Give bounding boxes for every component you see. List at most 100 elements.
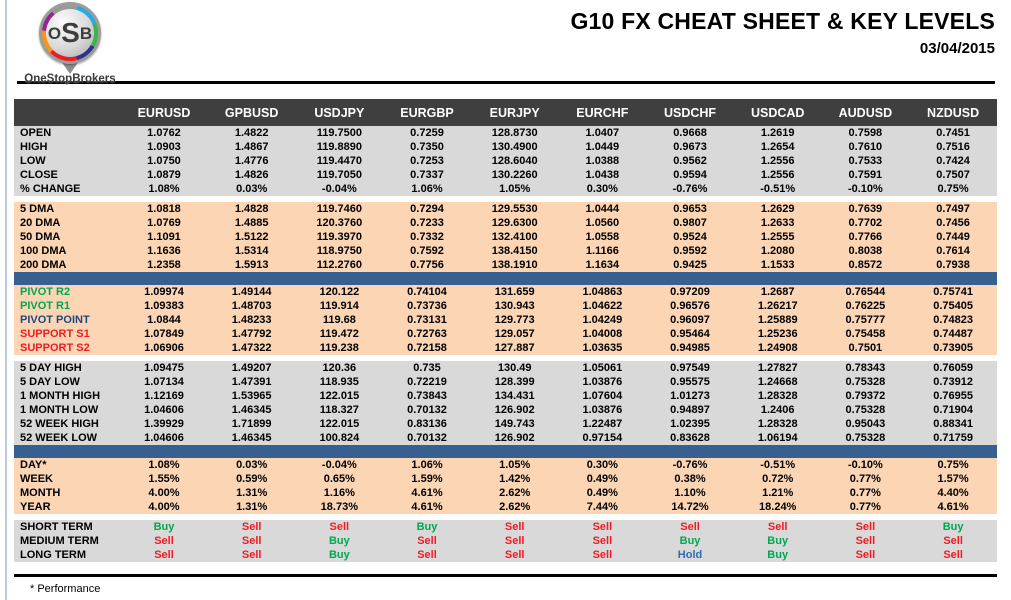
value-cell: 1.1636 bbox=[120, 244, 208, 258]
col-header-eurchf: EURCHF bbox=[558, 99, 647, 126]
value-cell: 0.8038 bbox=[821, 244, 910, 258]
row-label: 100 DMA bbox=[14, 244, 121, 258]
value-cell: 0.7756 bbox=[383, 258, 471, 272]
row-label: 50 DMA bbox=[14, 230, 121, 244]
value-cell: 0.7610 bbox=[821, 140, 910, 154]
value-cell: 4.61% bbox=[909, 500, 997, 514]
value-cell: -0.76% bbox=[646, 458, 734, 472]
signal-cell: Sell bbox=[295, 520, 384, 534]
row-label: SHORT TERM bbox=[14, 520, 121, 534]
value-cell: 0.72219 bbox=[383, 375, 471, 389]
value-cell: 1.05% bbox=[470, 182, 559, 196]
value-cell: 1.12169 bbox=[120, 389, 208, 403]
value-cell: 130.4900 bbox=[470, 140, 559, 154]
value-cell: 1.1533 bbox=[733, 258, 822, 272]
value-cell: 132.4100 bbox=[470, 230, 559, 244]
value-cell: 1.09475 bbox=[120, 361, 208, 375]
value-cell: 0.95464 bbox=[646, 327, 734, 341]
performance-row: MONTH 4.00% 1.31% 1.16% 4.61% 2.62% 0.49% 1.10%… bbox=[14, 486, 997, 500]
col-header-usdcad: USDCAD bbox=[733, 99, 822, 126]
value-cell: -0.04% bbox=[295, 182, 384, 196]
value-cell: 0.72763 bbox=[383, 327, 471, 341]
value-cell: 0.9807 bbox=[646, 216, 734, 230]
value-cell: 0.65% bbox=[295, 472, 384, 486]
value-cell: 1.0903 bbox=[120, 140, 208, 154]
blue-divider-bar bbox=[14, 272, 997, 285]
value-cell: 129.5530 bbox=[470, 202, 559, 216]
performance-row: YEAR 4.00% 1.31% 18.73% 4.61% 2.62% 7.44% 14.72… bbox=[14, 500, 997, 514]
value-cell: 0.7592 bbox=[383, 244, 471, 258]
signal-cell: Buy bbox=[295, 548, 384, 562]
value-cell: 1.06906 bbox=[120, 341, 208, 355]
col-header-usdchf: USDCHF bbox=[646, 99, 734, 126]
value-cell: 0.03% bbox=[207, 458, 296, 472]
row-label: 200 DMA bbox=[14, 258, 121, 272]
value-cell: 1.2633 bbox=[733, 216, 822, 230]
value-cell: 0.75458 bbox=[821, 327, 910, 341]
value-cell: 0.94897 bbox=[646, 403, 734, 417]
row-label: 52 WEEK LOW bbox=[14, 431, 121, 445]
value-cell: 1.0407 bbox=[558, 126, 647, 140]
value-cell: 0.9653 bbox=[646, 202, 734, 216]
signals-row: SHORT TERM Buy Sell Sell Buy Sell Sell Sell Sell… bbox=[14, 520, 997, 534]
value-cell: 119.472 bbox=[295, 327, 384, 341]
signal-cell: Sell bbox=[383, 548, 471, 562]
logo-pin-tip-icon bbox=[61, 61, 79, 74]
value-cell: 0.75% bbox=[909, 458, 997, 472]
value-cell: 126.902 bbox=[470, 403, 559, 417]
blue-divider-bar-cell bbox=[14, 445, 997, 458]
performance-row: WEEK 1.55% 0.59% 0.65% 1.59% 1.42% 0.49% 0.38% 0… bbox=[14, 472, 997, 486]
pivots-row: PIVOT POINT 1.0844 1.48233 119.68 0.73131 129… bbox=[14, 313, 997, 327]
value-cell: 122.015 bbox=[295, 417, 384, 431]
value-cell: 18.24% bbox=[733, 500, 822, 514]
value-cell: 0.95043 bbox=[821, 417, 910, 431]
corner-cell bbox=[14, 99, 121, 126]
row-label: 5 DAY LOW bbox=[14, 375, 121, 389]
value-cell: 1.03876 bbox=[558, 375, 647, 389]
value-cell: 118.935 bbox=[295, 375, 384, 389]
value-cell: 0.71904 bbox=[909, 403, 997, 417]
value-cell: 1.24668 bbox=[733, 375, 822, 389]
value-cell: 0.7253 bbox=[383, 154, 471, 168]
value-cell: 1.05% bbox=[470, 458, 559, 472]
value-cell: 1.49207 bbox=[207, 361, 296, 375]
value-cell: 0.97549 bbox=[646, 361, 734, 375]
value-cell: 0.76955 bbox=[909, 389, 997, 403]
value-cell: 120.3760 bbox=[295, 216, 384, 230]
value-cell: 0.70132 bbox=[383, 403, 471, 417]
value-cell: 1.07134 bbox=[120, 375, 208, 389]
value-cell: 0.75741 bbox=[909, 285, 997, 299]
value-cell: 1.0444 bbox=[558, 202, 647, 216]
value-cell: 1.57% bbox=[909, 472, 997, 486]
signal-cell: Buy bbox=[646, 534, 734, 548]
value-cell: 0.7259 bbox=[383, 126, 471, 140]
value-cell: 1.2406 bbox=[733, 403, 822, 417]
value-cell: 0.59% bbox=[207, 472, 296, 486]
dma-row: 200 DMA 1.2358 1.5913 112.2760 0.7756 138.191… bbox=[14, 258, 997, 272]
signal-cell: Buy bbox=[909, 520, 997, 534]
value-cell: 0.7456 bbox=[909, 216, 997, 230]
signal-cell: Sell bbox=[120, 534, 208, 548]
value-cell: 119.7500 bbox=[295, 126, 384, 140]
value-cell: 0.7591 bbox=[821, 168, 910, 182]
value-cell: 0.96097 bbox=[646, 313, 734, 327]
ranges-row: 5 DAY LOW 1.07134 1.47391 118.935 0.72219 128… bbox=[14, 375, 997, 389]
pivots-row: SUPPORT S2 1.06906 1.47322 119.238 0.72158 12… bbox=[14, 341, 997, 355]
signal-cell: Sell bbox=[558, 534, 647, 548]
value-cell: 1.2619 bbox=[733, 126, 822, 140]
value-cell: 118.327 bbox=[295, 403, 384, 417]
value-cell: 1.25889 bbox=[733, 313, 822, 327]
ohlc-row: CLOSE 1.0879 1.4826 119.7050 0.7337 130.2260 1… bbox=[14, 168, 997, 182]
value-cell: 0.7598 bbox=[821, 126, 910, 140]
value-cell: -0.04% bbox=[295, 458, 384, 472]
value-cell: 1.2358 bbox=[120, 258, 208, 272]
value-cell: 0.30% bbox=[558, 458, 647, 472]
row-label: MEDIUM TERM bbox=[14, 534, 121, 548]
value-cell: 2.62% bbox=[470, 486, 559, 500]
value-cell: 0.7516 bbox=[909, 140, 997, 154]
value-cell: 1.5122 bbox=[207, 230, 296, 244]
row-label: 5 DMA bbox=[14, 202, 121, 216]
value-cell: 134.431 bbox=[470, 389, 559, 403]
col-header-audusd: AUDUSD bbox=[821, 99, 910, 126]
